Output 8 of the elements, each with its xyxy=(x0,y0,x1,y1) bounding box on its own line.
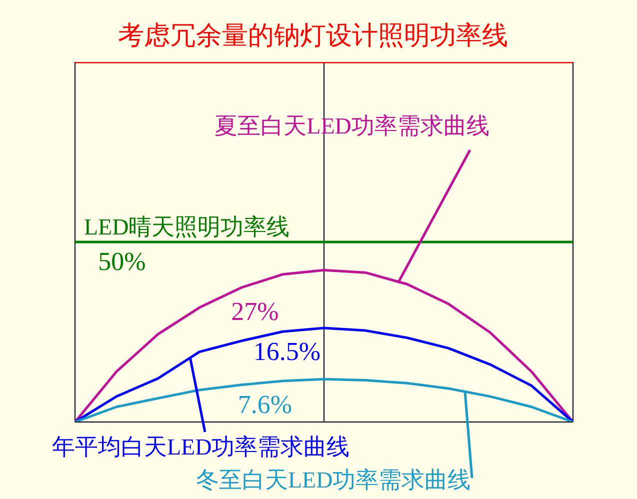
annotation: 7.6% xyxy=(238,390,292,419)
annotation: 50% xyxy=(98,247,146,276)
series-label: 考虑冗余量的钠灯设计照明功率线 xyxy=(118,21,508,50)
series-label: LED晴天照明功率线 xyxy=(84,214,290,240)
series-label: 年平均白天LED功率需求曲线 xyxy=(52,434,350,460)
annotation: 27% xyxy=(231,297,279,326)
annotation: 16.5% xyxy=(253,337,321,366)
text: 冬至白天LED功率需求曲线 xyxy=(196,468,471,492)
